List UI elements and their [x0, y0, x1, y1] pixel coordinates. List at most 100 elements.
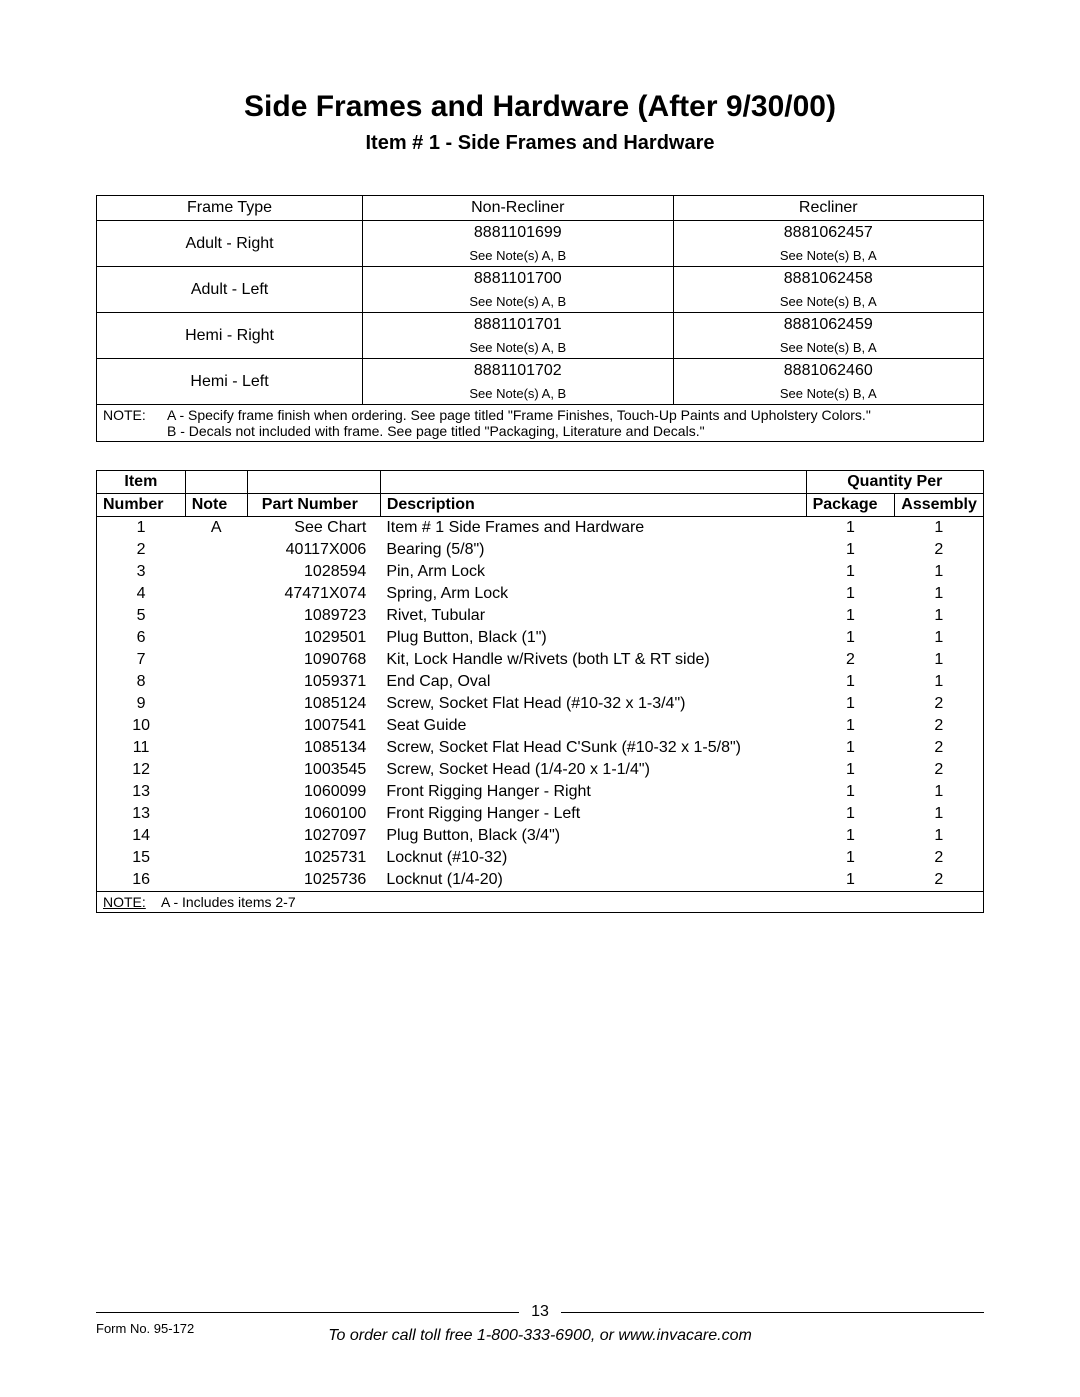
parts-header-qty: Quantity Per [806, 471, 983, 494]
parts-cell-item: 13 [97, 803, 186, 825]
parts-row: 101007541Seat Guide12 [97, 715, 984, 737]
frame-row-recliner-note: See Note(s) B, A [673, 337, 983, 359]
parts-cell-pkg: 1 [806, 847, 895, 869]
parts-header-asm: Assembly [895, 494, 984, 517]
parts-row: 51089723Rivet, Tubular11 [97, 605, 984, 627]
frame-row-recliner-note: See Note(s) B, A [673, 383, 983, 405]
page-footer: 13 Form No. 95-172 To order call toll fr… [96, 1303, 984, 1345]
parts-note-label: NOTE: [103, 894, 161, 910]
parts-cell-desc: End Cap, Oval [380, 671, 806, 693]
parts-row: 81059371End Cap, Oval11 [97, 671, 984, 693]
parts-cell-desc: Locknut (1/4-20) [380, 869, 806, 892]
parts-cell-asm: 1 [895, 649, 984, 671]
parts-cell-part: See Chart [247, 517, 380, 540]
parts-cell-part: 1025736 [247, 869, 380, 892]
parts-row: 141027097Plug Button, Black (3/4")11 [97, 825, 984, 847]
frame-row-nonrecliner-note: See Note(s) A, B [363, 245, 673, 267]
parts-row: 121003545Screw, Socket Head (1/4-20 x 1-… [97, 759, 984, 781]
parts-cell-asm: 2 [895, 869, 984, 892]
parts-cell-item: 1 [97, 517, 186, 540]
parts-cell-item: 16 [97, 869, 186, 892]
parts-header-note: Note [185, 494, 247, 517]
parts-cell-asm: 1 [895, 561, 984, 583]
parts-cell-item: 5 [97, 605, 186, 627]
parts-cell-asm: 2 [895, 539, 984, 561]
parts-cell-part: 1060099 [247, 781, 380, 803]
frame-table: Frame Type Non-Recliner Recliner Adult -… [96, 195, 984, 442]
parts-cell-part: 1025731 [247, 847, 380, 869]
parts-cell-asm: 1 [895, 517, 984, 540]
parts-cell-item: 14 [97, 825, 186, 847]
parts-cell-note [185, 759, 247, 781]
parts-cell-desc: Front Rigging Hanger - Right [380, 781, 806, 803]
parts-cell-desc: Bearing (5/8") [380, 539, 806, 561]
parts-row: 31028594Pin, Arm Lock11 [97, 561, 984, 583]
parts-cell-asm: 2 [895, 759, 984, 781]
parts-cell-note [185, 605, 247, 627]
parts-header-desc: Description [380, 494, 806, 517]
parts-cell-desc: Kit, Lock Handle w/Rivets (both LT & RT … [380, 649, 806, 671]
frame-row-label: Hemi - Left [97, 359, 363, 405]
frame-row-recliner-note: See Note(s) B, A [673, 291, 983, 313]
frame-row-nonrecliner-note: See Note(s) A, B [363, 337, 673, 359]
parts-cell-asm: 2 [895, 847, 984, 869]
parts-cell-asm: 2 [895, 737, 984, 759]
frame-header-nonrecliner: Non-Recliner [363, 196, 673, 221]
frame-note-label: NOTE: [103, 407, 167, 423]
parts-cell-part: 1085124 [247, 693, 380, 715]
parts-cell-part: 1090768 [247, 649, 380, 671]
frame-row-label: Hemi - Right [97, 313, 363, 359]
parts-cell-desc: Rivet, Tubular [380, 605, 806, 627]
parts-cell-pkg: 1 [806, 825, 895, 847]
parts-cell-pkg: 1 [806, 583, 895, 605]
parts-cell-asm: 1 [895, 825, 984, 847]
parts-cell-pkg: 1 [806, 781, 895, 803]
parts-cell-desc: Plug Button, Black (3/4") [380, 825, 806, 847]
parts-cell-pkg: 2 [806, 649, 895, 671]
parts-cell-item: 4 [97, 583, 186, 605]
parts-header-item: Item [97, 471, 186, 494]
parts-row: 61029501Plug Button, Black (1")11 [97, 627, 984, 649]
parts-cell-item: 6 [97, 627, 186, 649]
parts-cell-item: 3 [97, 561, 186, 583]
frame-header-type: Frame Type [97, 196, 363, 221]
parts-cell-pkg: 1 [806, 737, 895, 759]
parts-header-number: Number [97, 494, 186, 517]
parts-row: 447471X074Spring, Arm Lock11 [97, 583, 984, 605]
parts-cell-item: 15 [97, 847, 186, 869]
parts-cell-desc: Screw, Socket Flat Head (#10-32 x 1-3/4"… [380, 693, 806, 715]
parts-cell-part: 1003545 [247, 759, 380, 781]
frame-row-nonrecliner-note: See Note(s) A, B [363, 291, 673, 313]
frame-row-recliner: 8881062458 [673, 267, 983, 292]
parts-cell-part: 1060100 [247, 803, 380, 825]
parts-cell-desc: Plug Button, Black (1") [380, 627, 806, 649]
parts-cell-asm: 1 [895, 781, 984, 803]
parts-cell-item: 8 [97, 671, 186, 693]
footer-order-text: To order call toll free 1-800-333-6900, … [96, 1327, 984, 1345]
frame-row-recliner-note: See Note(s) B, A [673, 245, 983, 267]
parts-row: 161025736Locknut (1/4-20)12 [97, 869, 984, 892]
frame-row-nonrecliner: 8881101702 [363, 359, 673, 384]
parts-cell-asm: 1 [895, 583, 984, 605]
frame-row-label: Adult - Right [97, 221, 363, 267]
parts-cell-part: 47471X074 [247, 583, 380, 605]
parts-row: 1ASee ChartItem # 1 Side Frames and Hard… [97, 517, 984, 540]
parts-cell-pkg: 1 [806, 803, 895, 825]
page-subtitle: Item # 1 - Side Frames and Hardware [96, 132, 984, 155]
parts-cell-note [185, 781, 247, 803]
parts-cell-note [185, 869, 247, 892]
parts-cell-note [185, 715, 247, 737]
frame-row-recliner: 8881062460 [673, 359, 983, 384]
parts-cell-part: 1028594 [247, 561, 380, 583]
parts-cell-pkg: 1 [806, 627, 895, 649]
parts-cell-item: 11 [97, 737, 186, 759]
parts-cell-note [185, 649, 247, 671]
parts-cell-desc: Screw, Socket Flat Head C'Sunk (#10-32 x… [380, 737, 806, 759]
parts-cell-desc: Front Rigging Hanger - Left [380, 803, 806, 825]
parts-cell-note [185, 627, 247, 649]
parts-cell-pkg: 1 [806, 715, 895, 737]
parts-cell-note [185, 825, 247, 847]
parts-cell-pkg: 1 [806, 605, 895, 627]
parts-cell-part: 40117X006 [247, 539, 380, 561]
parts-cell-note [185, 847, 247, 869]
